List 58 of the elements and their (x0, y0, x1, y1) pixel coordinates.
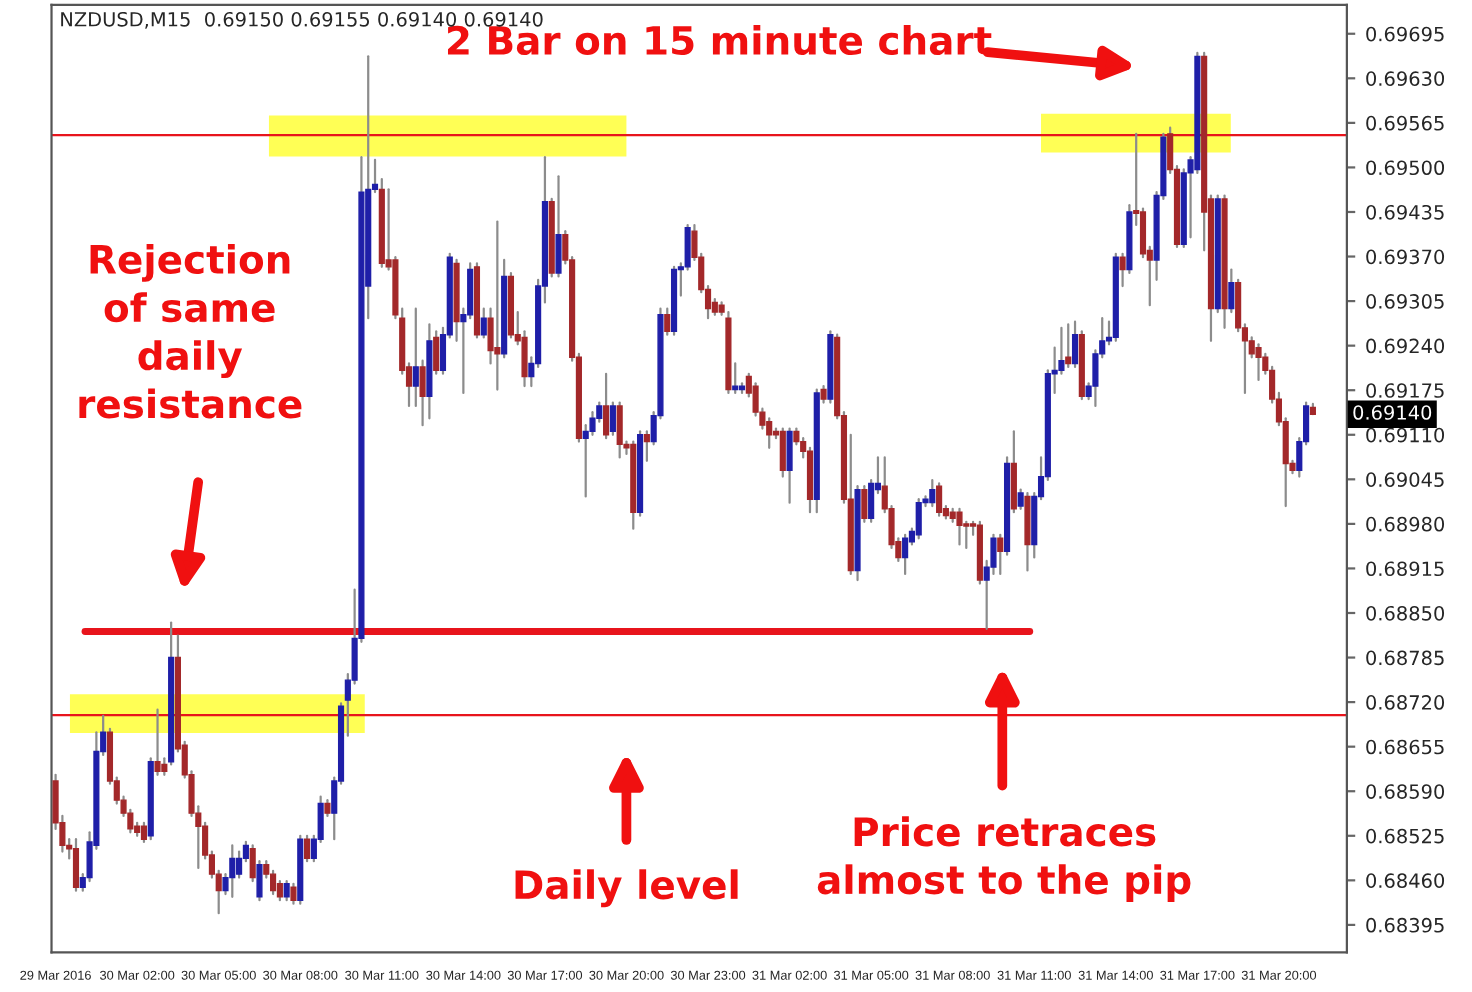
annotation: Daily level (515, 869, 738, 908)
candlestick (1024, 491, 1031, 572)
y-tick-label: 0.69630 (1366, 71, 1445, 86)
annotation: Rejection of same daily resistance (79, 243, 302, 419)
y-tick-label: 0.69370 (1366, 249, 1445, 265)
candlestick (555, 175, 562, 278)
candlestick (664, 307, 671, 336)
candlestick (1071, 320, 1079, 369)
candlestick (616, 401, 623, 459)
candlestick (732, 362, 739, 395)
y-tick-label: 0.69110 (1366, 427, 1445, 443)
candlestick (303, 834, 311, 863)
candlestick (480, 307, 487, 339)
annotation: Price retraces almost to the pip (817, 816, 1191, 902)
y-tick-label: 0.68785 (1366, 650, 1444, 666)
candlestick (1010, 430, 1017, 514)
candlestick (956, 507, 963, 546)
annotation: 2 Bar on 15 minute chart (447, 24, 992, 56)
y-tick-label: 0.69240 (1366, 338, 1445, 354)
y-tick-label: 0.69695 (1366, 26, 1444, 42)
candlestick (915, 498, 922, 540)
candlestick (643, 430, 650, 462)
candlestick (936, 482, 943, 517)
candlestick (609, 401, 616, 436)
candlestick (603, 372, 610, 440)
y-tick-label: 0.68850 (1366, 605, 1445, 621)
y-tick-label: 0.69500 (1366, 160, 1445, 176)
candlestick (929, 478, 936, 508)
y-tick-label: 0.68590 (1366, 784, 1445, 799)
y-tick-label: 0.68460 (1366, 873, 1445, 889)
candlestick (229, 844, 236, 898)
candlestick (861, 485, 868, 523)
candlestick (72, 838, 80, 892)
candlestick (997, 533, 1004, 576)
y-tick-label: 0.68655 (1366, 739, 1444, 755)
candlestick (290, 882, 297, 905)
candlestick (902, 533, 909, 576)
candlestick (1255, 343, 1262, 382)
candlestick (412, 307, 419, 408)
y-tick-label: 0.69565 (1366, 115, 1444, 131)
y-tick-label: 0.69305 (1366, 294, 1444, 309)
y-tick-label: 0.68915 (1366, 561, 1444, 577)
candlestick (1119, 252, 1126, 288)
annotation: 0.69140 (1353, 405, 1432, 420)
candlestick (154, 708, 161, 776)
candlestick (1065, 323, 1072, 369)
y-tick-label: 0.68525 (1366, 828, 1444, 844)
y-tick-label: 0.68980 (1366, 516, 1445, 532)
y-tick-label: 0.69175 (1366, 383, 1444, 398)
y-tick-label: 0.68395 (1366, 917, 1444, 933)
candlestick (494, 220, 501, 391)
candlestick (1228, 268, 1235, 314)
y-tick-label: 0.68720 (1366, 695, 1445, 710)
y-tick-label: 0.69045 (1366, 472, 1444, 487)
y-tick-label: 0.69435 (1366, 204, 1444, 220)
candlestick (283, 879, 290, 902)
candlestick (779, 427, 786, 478)
candlestick (786, 427, 793, 504)
